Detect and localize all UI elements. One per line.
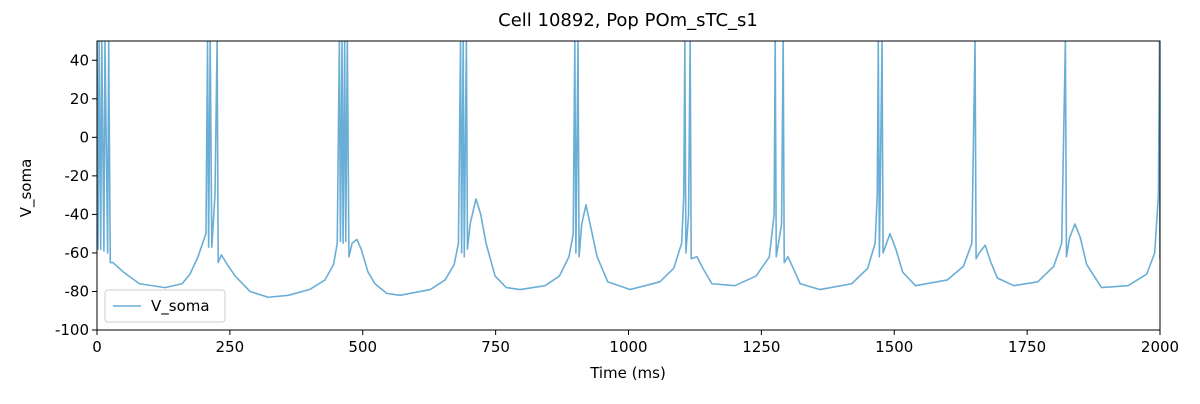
y-tick-label: 40 — [70, 51, 89, 69]
x-axis-label: Time (ms) — [589, 364, 666, 382]
y-tick-label: -80 — [65, 282, 90, 300]
y-tick-label: -60 — [65, 244, 90, 262]
x-tick-label: 500 — [348, 338, 377, 356]
y-axis-label: V_soma — [17, 159, 36, 218]
y-tick-label: -40 — [65, 205, 90, 223]
x-tick-label: 0 — [92, 338, 102, 356]
x-tick-label: 2000 — [1141, 338, 1179, 356]
y-tick-label: -20 — [65, 167, 90, 185]
legend-box — [104, 289, 226, 323]
plot-area — [97, 41, 1160, 299]
axes-frame — [96, 40, 1161, 331]
x-tick-label: 1000 — [609, 338, 647, 356]
x-tick-label: 250 — [216, 338, 245, 356]
x-tick-label: 1250 — [742, 338, 780, 356]
y-tick-label: 20 — [70, 90, 89, 108]
x-tick-label: 750 — [481, 338, 510, 356]
x-tick-label: 1500 — [875, 338, 913, 356]
chart-title: Cell 10892, Pop POm_sTC_s1 — [498, 10, 758, 31]
y-tick-label: 0 — [79, 128, 89, 146]
legend-label: V_soma — [151, 297, 210, 316]
y-tick-label: -100 — [55, 321, 89, 339]
x-tick-label: 1750 — [1008, 338, 1046, 356]
line-series — [97, 41, 1160, 299]
